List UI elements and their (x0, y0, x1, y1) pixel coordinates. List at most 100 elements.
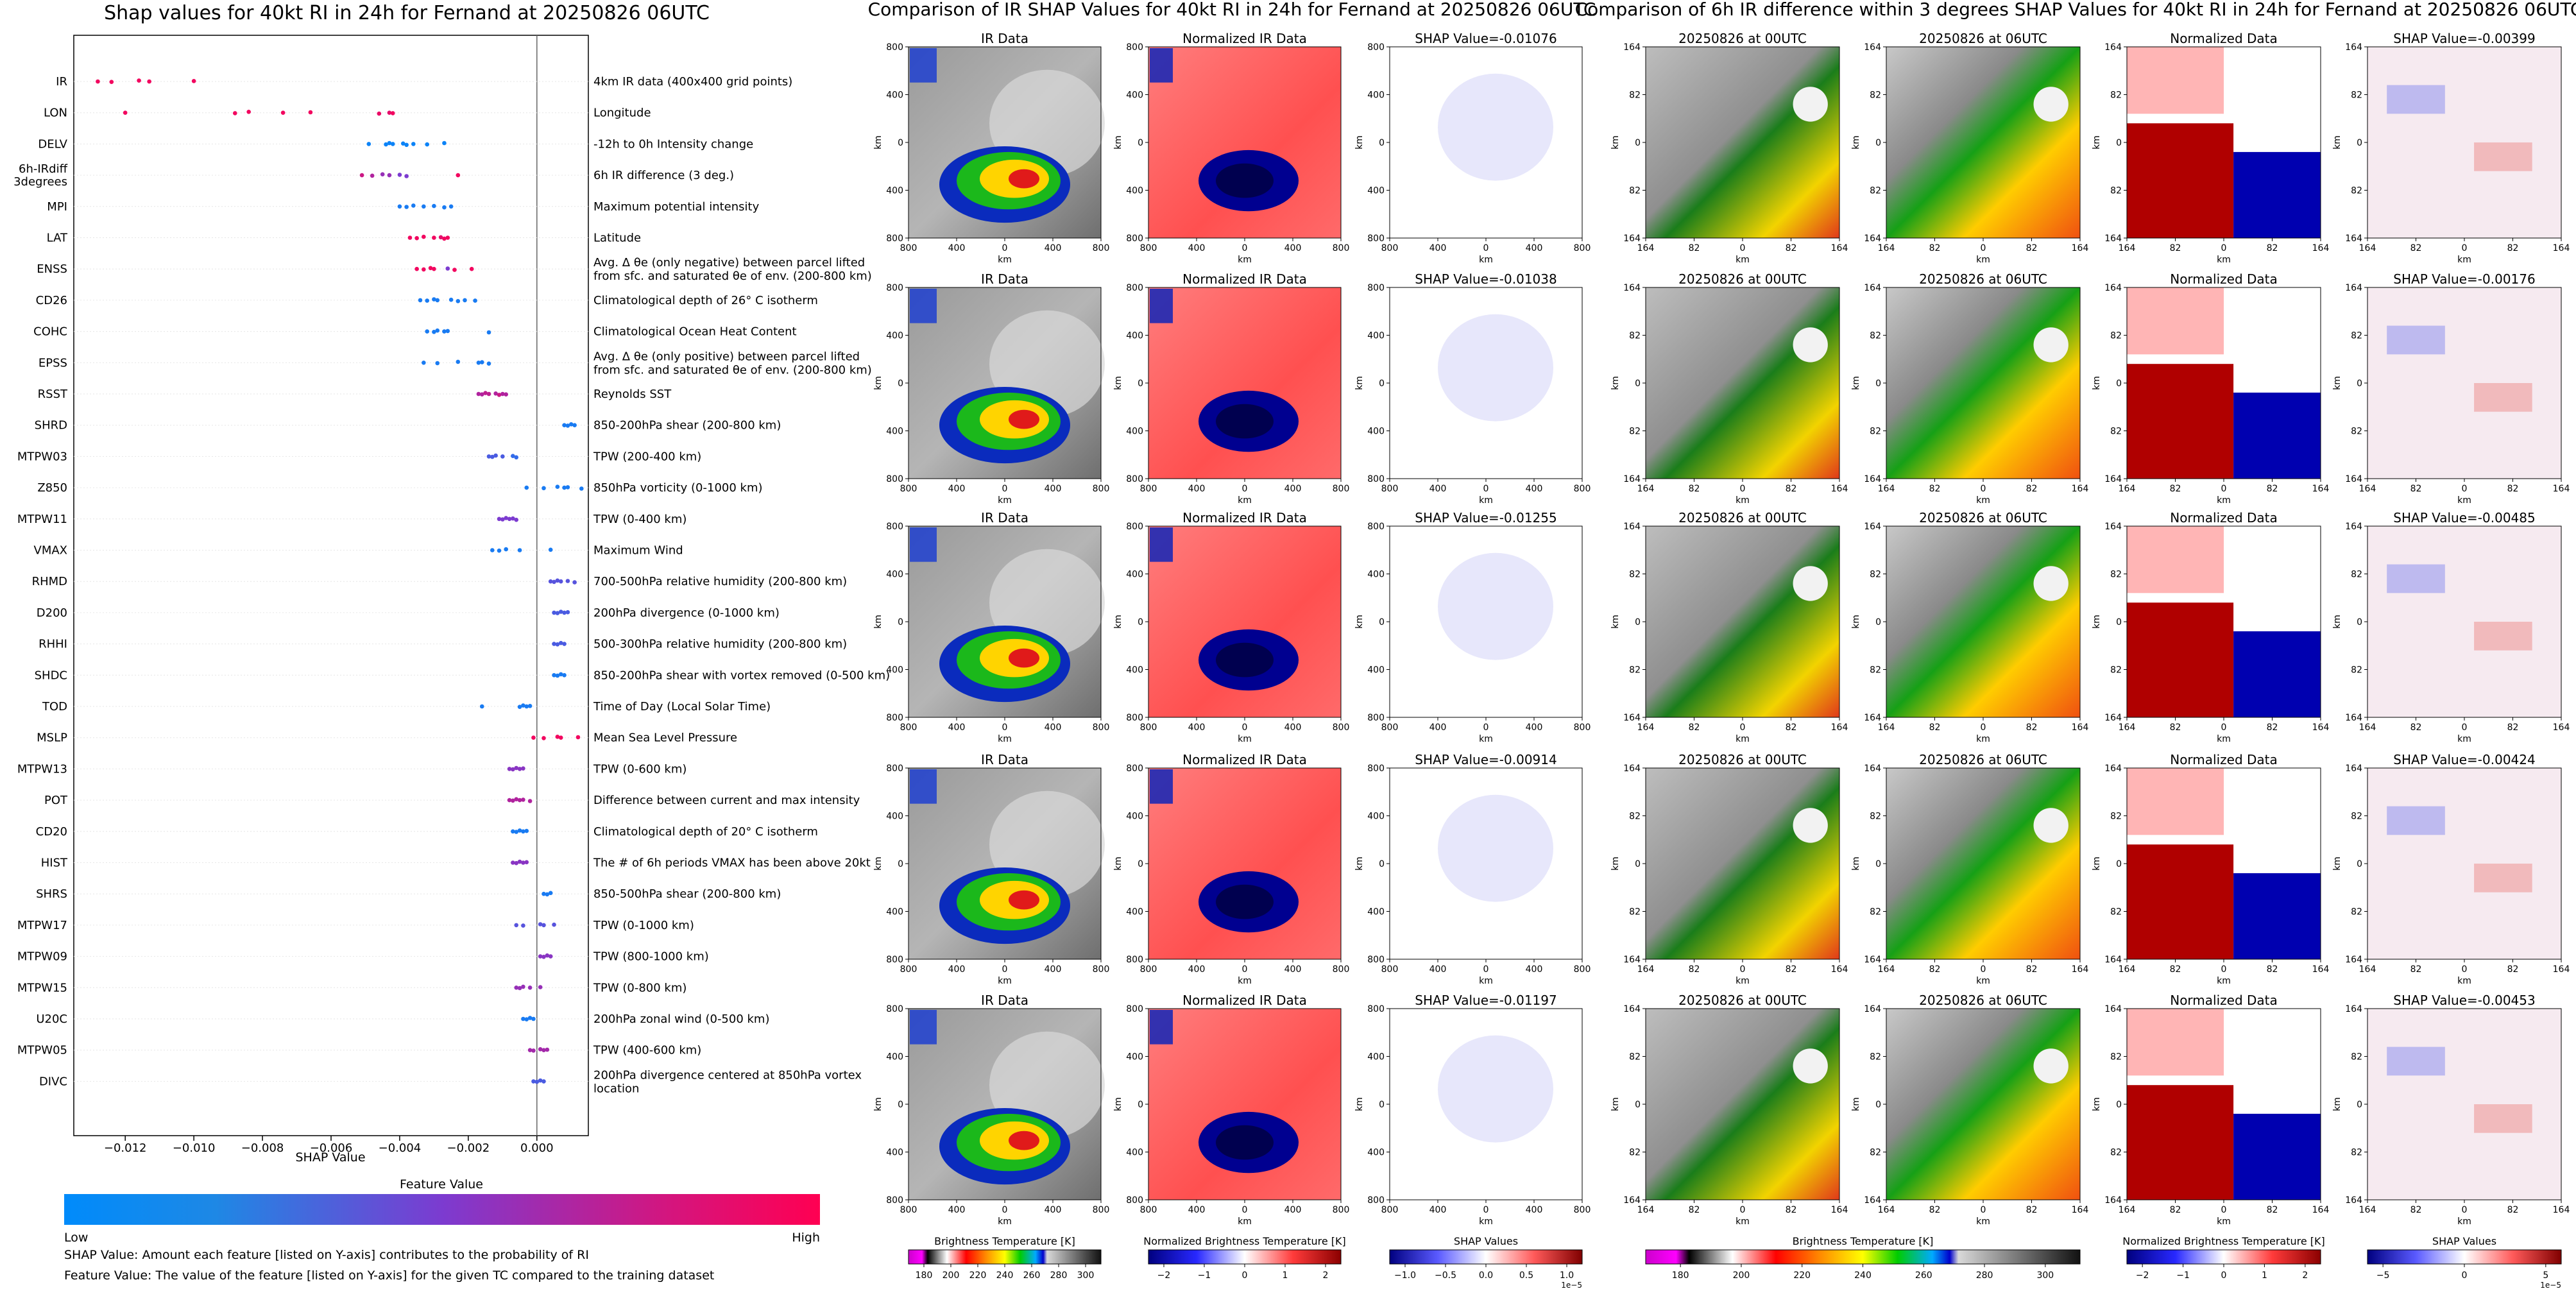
x-axis-label: km (1736, 976, 1750, 986)
y-tick-label: 164 (2345, 713, 2362, 723)
x-tick-label: 0 (1483, 243, 1489, 253)
colorbar-scale-label: 1e−5 (2540, 1281, 2561, 1289)
x-tick-label: 164 (2312, 964, 2330, 975)
y-tick-label: 400 (1367, 331, 1385, 341)
y-tick-label: 800 (1126, 955, 1143, 965)
y-tick-label: 400 (1367, 812, 1385, 822)
y-tick-label: 164 (2104, 1195, 2122, 1206)
y-tick-label: 82 (2351, 427, 2362, 437)
x-tick-label: 164 (1637, 484, 1655, 494)
x-tick-label: 800 (1093, 722, 1110, 733)
x-tick-label: 82 (2507, 243, 2519, 253)
panel-title: IR Data (981, 752, 1028, 767)
y-tick-label: 164 (1864, 522, 1881, 532)
y-tick-label: 0 (2116, 138, 2122, 148)
x-tick-label: 800 (1574, 243, 1591, 253)
feature-description: TPW (400-600 km) (593, 1044, 701, 1057)
shap-point (514, 455, 519, 460)
y-tick-label: 164 (1623, 713, 1641, 723)
feature-name-rhmd: RHMD (32, 575, 67, 588)
shap-point (511, 798, 515, 803)
x-tick-label: 164 (2359, 1205, 2376, 1215)
x-tick-label: 164 (1831, 964, 1848, 975)
left-panel-title: Shap values for 40kt RI in 24h for Ferna… (104, 2, 710, 24)
x-tick-label: 164 (2553, 722, 2570, 733)
x-tick-label: 82 (2267, 484, 2278, 494)
colorbar-gradient (908, 1249, 1102, 1265)
y-tick-label: 800 (1126, 713, 1143, 723)
colorbar-tick-label: 0 (2462, 1270, 2468, 1281)
x-tick-label: 800 (1093, 1205, 1110, 1215)
y-axis-label: km (1113, 135, 1123, 149)
x-tick-label: 0 (1740, 1205, 1746, 1215)
feature-name-epss: EPSS (38, 356, 67, 370)
colorbar-gradient (1148, 1249, 1342, 1265)
x-axis-label: km (1736, 255, 1750, 265)
colorbar-tick-label: 260 (1915, 1270, 1932, 1281)
feature-description: Maximum potential intensity (593, 200, 760, 214)
shap-point (96, 79, 100, 84)
feature-description: 850-500hPa shear (200-800 km) (593, 887, 781, 901)
feature-description: 4km IR data (400x400 grid points) (593, 75, 792, 89)
shap-point (565, 485, 570, 490)
shap-point (517, 828, 522, 833)
shap-point (552, 642, 556, 646)
x-tick-label: 82 (1786, 964, 1797, 975)
x-tick-label: 164 (2553, 484, 2570, 494)
x-tick-label: 164 (1831, 1205, 1848, 1215)
x-tick-label: 400 (1188, 722, 1206, 733)
x-tick-label: 164 (2359, 964, 2376, 975)
shap-point (548, 954, 553, 959)
x-tick-label: 400 (948, 964, 966, 975)
x-tick-label: 800 (1140, 964, 1157, 975)
shap-point (483, 391, 488, 395)
y-tick-label: 164 (1864, 283, 1881, 293)
shap-point (558, 610, 563, 614)
shap-point (555, 578, 560, 583)
shap-point (442, 141, 447, 146)
x-tick-label: 800 (1333, 964, 1350, 975)
x-tick-label: 800 (1140, 243, 1157, 253)
y-tick-label: 0 (898, 1100, 903, 1110)
panel-title: IR Data (981, 31, 1028, 46)
shap-point (435, 361, 440, 366)
shap-point (456, 359, 461, 364)
y-tick-label: 0 (1875, 859, 1881, 869)
y-tick-label: 800 (886, 474, 903, 484)
y-axis-label: km (1610, 615, 1621, 629)
x-tick-label: 164 (2312, 1205, 2330, 1215)
shap-point (552, 579, 556, 585)
y-tick-label: 164 (2345, 764, 2362, 774)
colorbar-5: Normalized Brightness Temperature [K] −2 −… (2122, 1235, 2325, 1281)
colorbar-high-label: High (792, 1231, 820, 1245)
shap-point (445, 235, 450, 240)
feature-description: Avg. Δ θe (only negative) between parcel… (593, 256, 872, 283)
shap-point (517, 859, 522, 864)
y-tick-label: 164 (2345, 1004, 2362, 1014)
x-tick-label: 0 (2462, 722, 2468, 733)
shap-point (558, 640, 563, 645)
y-tick-label: 800 (1126, 283, 1143, 293)
x-tick-label: 800 (900, 484, 917, 494)
colorbar-title: Normalized Brightness Temperature [K] (2122, 1235, 2325, 1247)
shap-point (442, 329, 447, 334)
x-tick-label: 0 (1002, 722, 1008, 733)
y-tick-label: 800 (1367, 713, 1385, 723)
y-tick-label: 164 (1623, 283, 1641, 293)
shap-point (137, 78, 141, 83)
x-axis-label: km (2457, 1216, 2471, 1227)
x-tick-label: 82 (2026, 964, 2038, 975)
y-tick-label: 82 (2351, 570, 2362, 580)
shap-point (370, 173, 375, 178)
shap-point (511, 454, 515, 458)
y-axis-label: km (1354, 135, 1365, 149)
y-tick-label: 800 (1126, 1195, 1143, 1206)
y-tick-label: 0 (1379, 138, 1385, 148)
x-tick-label: 82 (1929, 964, 1941, 975)
shap-point (490, 548, 495, 552)
